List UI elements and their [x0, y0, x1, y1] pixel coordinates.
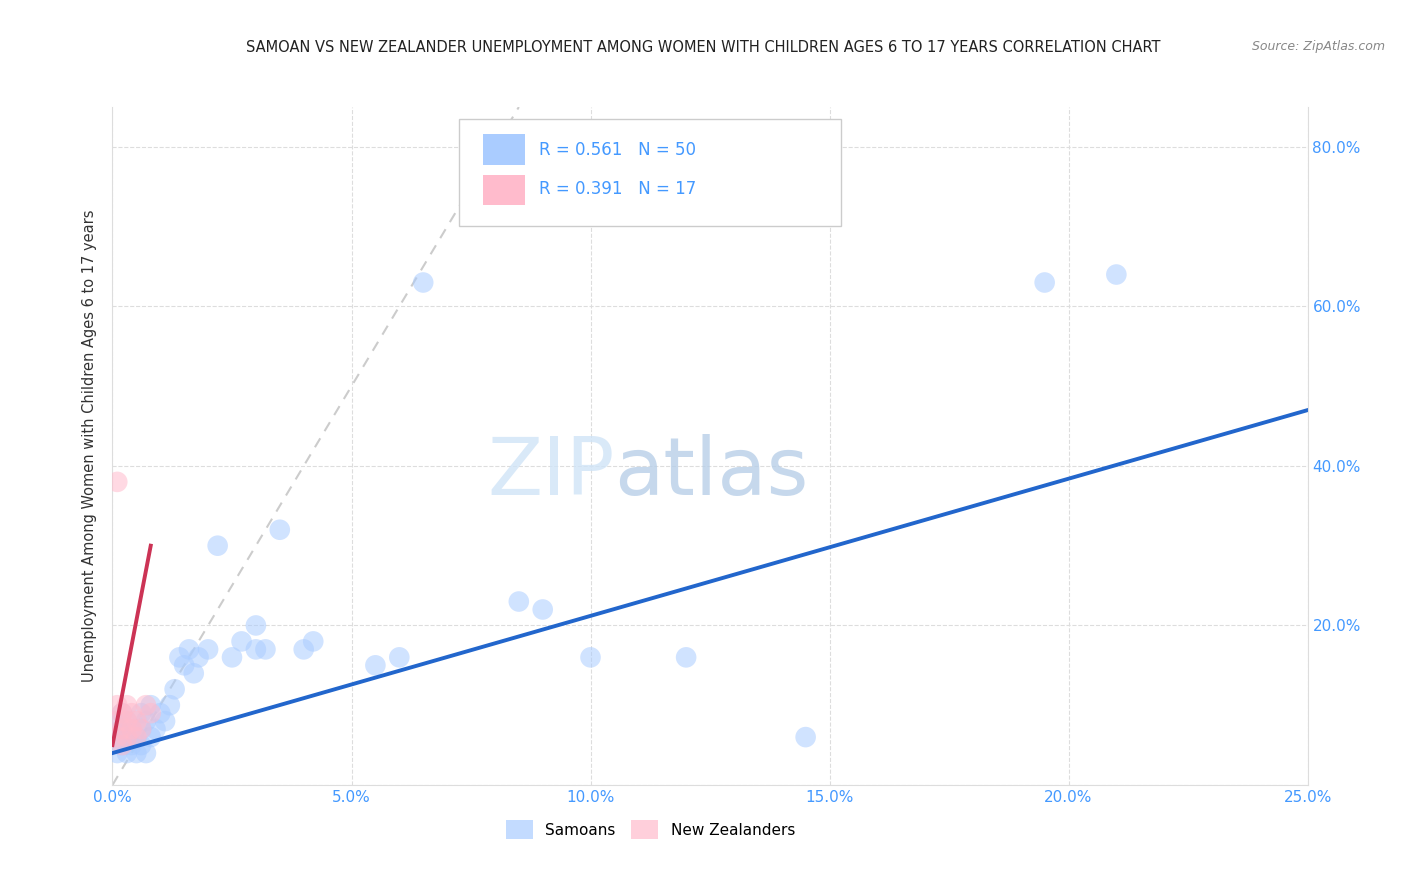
- Point: [111, 706, 134, 721]
- Point: [115, 714, 138, 728]
- Bar: [484, 134, 524, 165]
- Point: [302, 634, 325, 648]
- Point: [139, 698, 162, 713]
- Text: R = 0.561   N = 50: R = 0.561 N = 50: [538, 141, 696, 159]
- Point: [105, 730, 128, 744]
- Point: [173, 658, 195, 673]
- Point: [115, 730, 138, 744]
- Bar: [484, 175, 524, 205]
- Point: [153, 714, 176, 728]
- Point: [794, 730, 817, 744]
- Point: [531, 602, 554, 616]
- Point: [105, 714, 128, 728]
- Point: [135, 714, 157, 728]
- Point: [125, 746, 148, 760]
- Y-axis label: Unemployment Among Women with Children Ages 6 to 17 years: Unemployment Among Women with Children A…: [82, 210, 97, 682]
- Point: [135, 746, 157, 760]
- Point: [245, 642, 267, 657]
- Point: [163, 682, 186, 697]
- Text: atlas: atlas: [614, 434, 808, 512]
- Point: [508, 594, 530, 608]
- Text: R = 0.391   N = 17: R = 0.391 N = 17: [538, 180, 696, 198]
- Point: [207, 539, 229, 553]
- Point: [675, 650, 697, 665]
- Point: [231, 634, 253, 648]
- Text: SAMOAN VS NEW ZEALANDER UNEMPLOYMENT AMONG WOMEN WITH CHILDREN AGES 6 TO 17 YEAR: SAMOAN VS NEW ZEALANDER UNEMPLOYMENT AMO…: [246, 40, 1160, 55]
- Point: [187, 650, 209, 665]
- FancyBboxPatch shape: [458, 119, 842, 226]
- Point: [129, 722, 152, 736]
- Point: [145, 722, 167, 736]
- Point: [125, 730, 148, 744]
- Point: [125, 730, 148, 744]
- Text: Source: ZipAtlas.com: Source: ZipAtlas.com: [1251, 40, 1385, 54]
- Point: [388, 650, 411, 665]
- Point: [111, 738, 134, 752]
- Point: [254, 642, 277, 657]
- Point: [115, 746, 138, 760]
- Point: [149, 706, 172, 721]
- Point: [292, 642, 315, 657]
- Point: [135, 698, 157, 713]
- Point: [1033, 276, 1056, 290]
- Point: [221, 650, 243, 665]
- Legend: Samoans, New Zealanders: Samoans, New Zealanders: [499, 814, 801, 845]
- Point: [105, 475, 128, 489]
- Point: [139, 706, 162, 721]
- Point: [115, 714, 138, 728]
- Point: [105, 730, 128, 744]
- Point: [159, 698, 181, 713]
- Point: [105, 746, 128, 760]
- Text: ZIP: ZIP: [486, 434, 614, 512]
- Point: [412, 276, 434, 290]
- Point: [111, 706, 134, 721]
- Point: [111, 722, 134, 736]
- Point: [121, 738, 143, 752]
- Point: [111, 738, 134, 752]
- Point: [245, 618, 267, 632]
- Point: [269, 523, 291, 537]
- Point: [129, 722, 152, 736]
- Point: [1105, 268, 1128, 282]
- Point: [121, 722, 143, 736]
- Point: [111, 722, 134, 736]
- Point: [115, 730, 138, 744]
- Point: [129, 706, 152, 721]
- Point: [364, 658, 387, 673]
- Point: [183, 666, 205, 681]
- Point: [121, 722, 143, 736]
- Point: [115, 698, 138, 713]
- Point: [177, 642, 200, 657]
- Point: [579, 650, 602, 665]
- Point: [105, 698, 128, 713]
- Point: [121, 706, 143, 721]
- Point: [105, 714, 128, 728]
- Point: [129, 738, 152, 752]
- Point: [169, 650, 191, 665]
- Point: [197, 642, 219, 657]
- Point: [139, 730, 162, 744]
- Point: [125, 714, 148, 728]
